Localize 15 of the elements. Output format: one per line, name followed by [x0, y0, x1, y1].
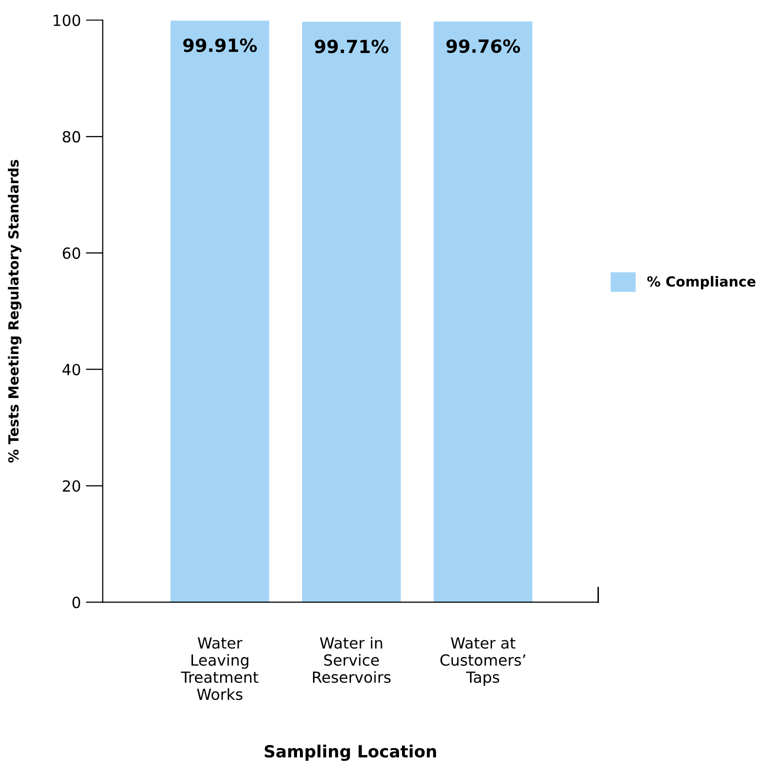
- x-axis-title: Sampling Location: [264, 744, 436, 761]
- y-tick-label: 80: [62, 131, 80, 143]
- y-tick-label: 20: [62, 480, 80, 492]
- legend-label: % Compliance: [647, 276, 756, 290]
- data-label: 99.76%: [446, 39, 520, 53]
- y-tick-label: 0: [72, 596, 80, 608]
- data-label: 99.91%: [183, 38, 257, 52]
- y-tick-label: 100: [54, 14, 80, 26]
- x-tick-label: Water at Customers’ Taps: [440, 637, 526, 686]
- y-axis-title: % Tests Meeting Regulatory Standards: [8, 160, 22, 463]
- y-tick-label: 40: [62, 364, 80, 376]
- x-tick-label: Water in Service Reservoirs: [313, 636, 391, 683]
- data-label: 99.71%: [314, 40, 388, 54]
- x-tick-label: Water Leaving Treatment Works: [180, 637, 258, 700]
- y-tick-label: 60: [62, 247, 80, 259]
